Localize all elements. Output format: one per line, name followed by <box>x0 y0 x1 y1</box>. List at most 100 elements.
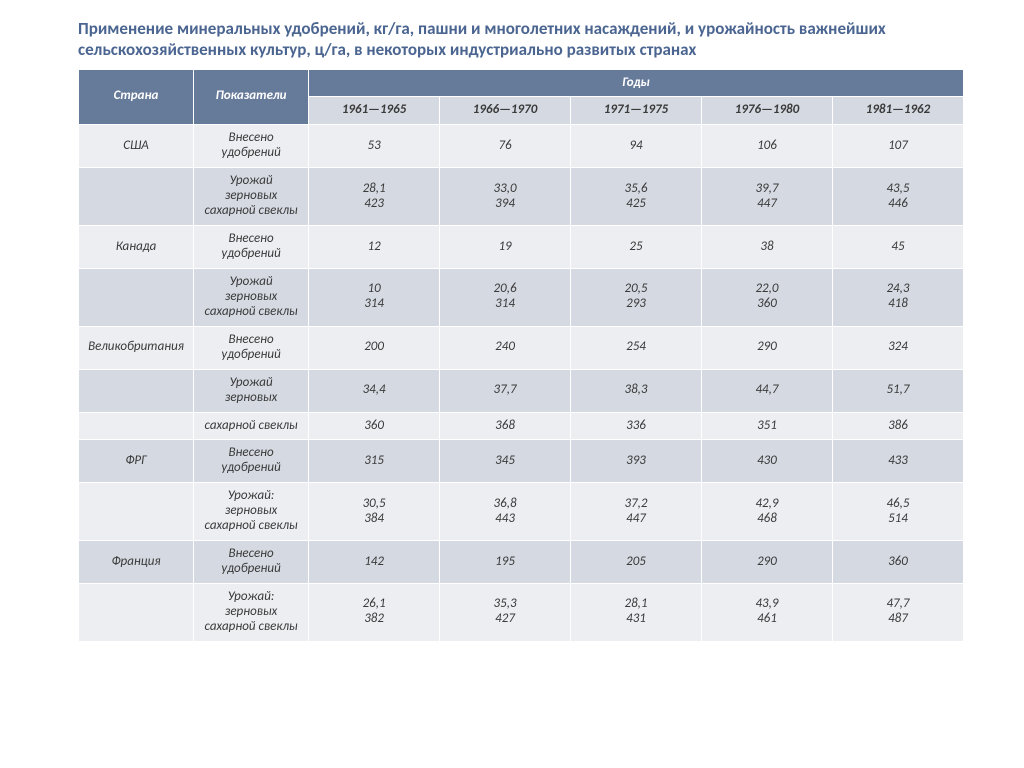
cell-value: 254 <box>571 326 702 369</box>
cell-country <box>79 168 194 226</box>
cell-indicator: Внесеноудобрений <box>194 125 309 168</box>
cell-value: 20,5293 <box>571 268 702 326</box>
cell-value: 200 <box>309 326 440 369</box>
cell-value: 47,7487 <box>832 584 963 642</box>
cell-value: 315 <box>309 440 440 483</box>
col-year-0: 1961—1965 <box>309 97 440 125</box>
cell-country: США <box>79 125 194 168</box>
cell-country <box>79 584 194 642</box>
cell-value: 107 <box>832 125 963 168</box>
cell-value: 53 <box>309 125 440 168</box>
cell-value: 38 <box>702 226 833 269</box>
cell-value: 393 <box>571 440 702 483</box>
cell-value: 20,6314 <box>440 268 571 326</box>
cell-indicator: Урожай:зерновыхсахарной свеклы <box>194 483 309 541</box>
cell-country: ФРГ <box>79 440 194 483</box>
cell-value: 368 <box>440 412 571 440</box>
cell-value: 28,1431 <box>571 584 702 642</box>
cell-value: 345 <box>440 440 571 483</box>
cell-value: 24,3418 <box>832 268 963 326</box>
cell-indicator: Внесеноудобрений <box>194 226 309 269</box>
page-container: Применение минеральных удобрений, кг/га,… <box>0 0 1024 642</box>
col-year-1: 1966—1970 <box>440 97 571 125</box>
cell-indicator: Внесеноудобрений <box>194 326 309 369</box>
cell-value: 433 <box>832 440 963 483</box>
cell-value: 38,3 <box>571 369 702 412</box>
cell-value: 43,9461 <box>702 584 833 642</box>
cell-country: Канада <box>79 226 194 269</box>
cell-country <box>79 369 194 412</box>
cell-value: 324 <box>832 326 963 369</box>
cell-country: Франция <box>79 541 194 584</box>
cell-country <box>79 268 194 326</box>
cell-value: 336 <box>571 412 702 440</box>
cell-value: 34,4 <box>309 369 440 412</box>
header-row-1: Страна Показатели Годы <box>79 69 964 97</box>
table-row: Урожай:зерновыхсахарной свеклы30,538436,… <box>79 483 964 541</box>
col-country: Страна <box>79 69 194 125</box>
cell-value: 26,1382 <box>309 584 440 642</box>
cell-indicator: Урожайзерновыхсахарной свеклы <box>194 268 309 326</box>
cell-value: 76 <box>440 125 571 168</box>
cell-value: 45 <box>832 226 963 269</box>
cell-indicator: Внесеноудобрений <box>194 440 309 483</box>
cell-value: 386 <box>832 412 963 440</box>
table-row: КанадаВнесеноудобрений1219253845 <box>79 226 964 269</box>
cell-value: 39,7447 <box>702 168 833 226</box>
col-years: Годы <box>309 69 964 97</box>
col-year-2: 1971—1975 <box>571 97 702 125</box>
cell-value: 351 <box>702 412 833 440</box>
table-row: ВеликобританияВнесеноудобрений2002402542… <box>79 326 964 369</box>
cell-value: 360 <box>309 412 440 440</box>
cell-indicator: Внесеноудобрений <box>194 541 309 584</box>
cell-value: 37,7 <box>440 369 571 412</box>
cell-value: 430 <box>702 440 833 483</box>
cell-value: 360 <box>832 541 963 584</box>
cell-value: 37,2447 <box>571 483 702 541</box>
table-row: Урожайзерновыхсахарной свеклы28,142333,0… <box>79 168 964 226</box>
cell-value: 94 <box>571 125 702 168</box>
cell-value: 290 <box>702 541 833 584</box>
table-row: ФранцияВнесеноудобрений142195205290360 <box>79 541 964 584</box>
col-year-3: 1976—1980 <box>702 97 833 125</box>
cell-country: Великобритания <box>79 326 194 369</box>
cell-value: 33,0394 <box>440 168 571 226</box>
table-row: ФРГВнесеноудобрений315345393430433 <box>79 440 964 483</box>
cell-indicator: сахарной свеклы <box>194 412 309 440</box>
cell-value: 10314 <box>309 268 440 326</box>
cell-value: 42,9468 <box>702 483 833 541</box>
col-year-4: 1981—1962 <box>832 97 963 125</box>
cell-value: 30,5384 <box>309 483 440 541</box>
cell-value: 106 <box>702 125 833 168</box>
cell-indicator: Урожайзерновыхсахарной свеклы <box>194 168 309 226</box>
cell-country <box>79 412 194 440</box>
cell-indicator: Урожай:зерновыхсахарной свеклы <box>194 584 309 642</box>
cell-value: 12 <box>309 226 440 269</box>
cell-value: 43,5446 <box>832 168 963 226</box>
data-table: Страна Показатели Годы 1961—1965 1966—19… <box>78 69 964 642</box>
cell-value: 46,5514 <box>832 483 963 541</box>
cell-value: 36,8443 <box>440 483 571 541</box>
cell-value: 51,7 <box>832 369 963 412</box>
table-row: Урожай:зерновыхсахарной свеклы26,138235,… <box>79 584 964 642</box>
table-row: Урожайзерновых34,437,738,344,751,7 <box>79 369 964 412</box>
cell-value: 195 <box>440 541 571 584</box>
table-row: Урожайзерновыхсахарной свеклы1031420,631… <box>79 268 964 326</box>
cell-value: 28,1423 <box>309 168 440 226</box>
cell-value: 240 <box>440 326 571 369</box>
cell-value: 142 <box>309 541 440 584</box>
table-row: сахарной свеклы360368336351386 <box>79 412 964 440</box>
cell-value: 35,6425 <box>571 168 702 226</box>
cell-country <box>79 483 194 541</box>
cell-value: 35,3427 <box>440 584 571 642</box>
table-row: СШАВнесеноудобрений537694106107 <box>79 125 964 168</box>
cell-value: 19 <box>440 226 571 269</box>
cell-value: 44,7 <box>702 369 833 412</box>
col-indicator: Показатели <box>194 69 309 125</box>
cell-value: 205 <box>571 541 702 584</box>
cell-indicator: Урожайзерновых <box>194 369 309 412</box>
cell-value: 22,0360 <box>702 268 833 326</box>
table-body: СШАВнесеноудобрений537694106107Урожайзер… <box>79 125 964 641</box>
cell-value: 25 <box>571 226 702 269</box>
cell-value: 290 <box>702 326 833 369</box>
